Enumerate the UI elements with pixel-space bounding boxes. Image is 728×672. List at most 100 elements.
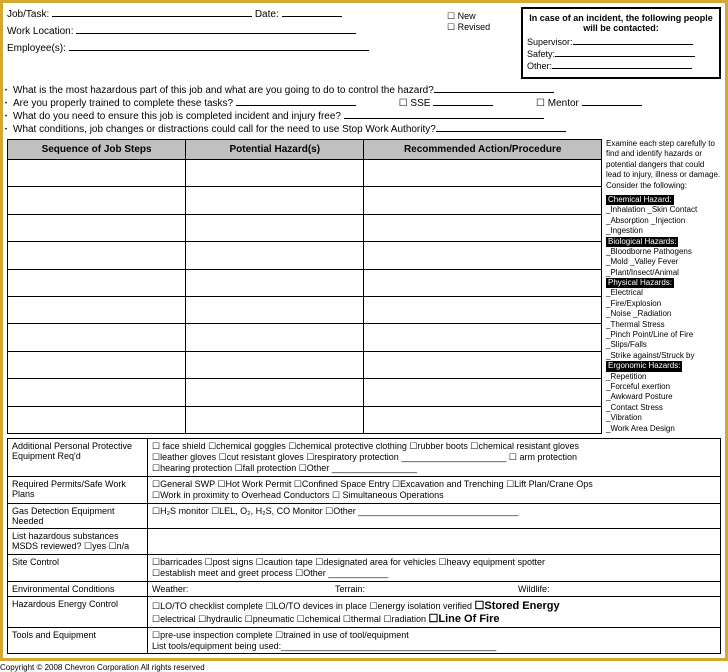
hec-line1a: ☐LO/TO checklist complete ☐LO/TO devices… — [152, 601, 475, 611]
gas-label: Gas Detection Equipment Needed — [8, 503, 148, 528]
ppe-row: Additional Personal Protective Equipment… — [8, 438, 721, 476]
bottom-table: Additional Personal Protective Equipment… — [7, 438, 721, 654]
q3-input[interactable] — [344, 118, 544, 119]
ergo-item: _Work Area Design — [606, 424, 721, 434]
site-line2: ☐establish meet and greet process ☐Other… — [152, 568, 716, 579]
q2-input[interactable] — [236, 105, 356, 106]
ppe-line1: ☐ face shield ☐chemical goggles ☐chemica… — [152, 441, 716, 452]
permits-row: Required Permits/Safe Work Plans ☐Genera… — [8, 476, 721, 503]
wildlife-label: Wildlife: — [518, 584, 550, 594]
q4-text: What conditions, job changes or distract… — [13, 124, 436, 135]
ergo-item: _Awkward Posture — [606, 392, 721, 402]
gas-row: Gas Detection Equipment Needed ☐H₂S moni… — [8, 503, 721, 528]
employees-label: Employee(s): — [7, 43, 66, 54]
new-revised-checks: ☐ New ☐ Revised — [447, 7, 517, 79]
col1-header: Sequence of Job Steps — [8, 140, 186, 160]
phys-item: _Thermal Stress — [606, 320, 721, 330]
form-page: Job/Task: Date: Work Location: Employee(… — [0, 0, 728, 661]
table-row[interactable] — [8, 351, 602, 378]
table-row[interactable] — [8, 214, 602, 241]
q1-input[interactable] — [434, 92, 554, 93]
ergo-item: _Forceful exertion — [606, 382, 721, 392]
phys-item: _Fire/Explosion — [606, 299, 721, 309]
col2-header: Potential Hazard(s) — [186, 140, 364, 160]
question-3: What do you need to ensure this job is c… — [7, 111, 721, 122]
phys-item: _Slips/Falls — [606, 340, 721, 350]
safety-line: Safety: — [527, 49, 715, 59]
table-row[interactable] — [8, 187, 602, 214]
table-row[interactable] — [8, 242, 602, 269]
header-section: Job/Task: Date: Work Location: Employee(… — [7, 7, 721, 79]
ergo-item: _Vibration — [606, 413, 721, 423]
bio-item: _Bloodborne Pathogens — [606, 247, 721, 257]
bio-head: Biological Hazards: — [606, 237, 678, 247]
table-row[interactable] — [8, 296, 602, 323]
sse-input[interactable] — [433, 105, 493, 106]
bio-item: _Mold _Valley Fever — [606, 257, 721, 267]
job-task-input[interactable] — [52, 16, 252, 17]
q1-text: What is the most hazardous part of this … — [13, 85, 434, 96]
job-task-label: Job/Task: — [7, 9, 49, 20]
table-row[interactable] — [8, 379, 602, 406]
ppe-line2: ☐leather gloves ☐cut resistant gloves ☐r… — [152, 452, 716, 463]
msds-label: List hazardous substances MSDS reviewed?… — [8, 528, 148, 554]
sse-checkbox[interactable]: ☐ SSE — [399, 98, 431, 109]
employees-line: Employee(s): — [7, 41, 443, 56]
supervisor-label: Supervisor: — [527, 37, 573, 47]
site-row: Site Control ☐barricades ☐post signs ☐ca… — [8, 554, 721, 581]
gas-content[interactable]: ☐H₂S monitor ☐LEL, O₂, H₂S, CO Monitor ☐… — [148, 503, 721, 528]
permits-line2: ☐Work in proximity to Overhead Conductor… — [152, 490, 716, 501]
site-line1: ☐barricades ☐post signs ☐caution tape ☐d… — [152, 557, 716, 568]
hec-line2a: ☐electrical ☐hydraulic ☐pneumatic ☐chemi… — [152, 614, 429, 624]
supervisor-input[interactable] — [573, 44, 693, 45]
hec-content[interactable]: ☐LO/TO checklist complete ☐LO/TO devices… — [148, 596, 721, 627]
table-row[interactable] — [8, 406, 602, 433]
site-content[interactable]: ☐barricades ☐post signs ☐caution tape ☐d… — [148, 554, 721, 581]
job-task-line: Job/Task: Date: — [7, 7, 443, 22]
q4-input[interactable] — [436, 131, 566, 132]
chem-head: Chemical Hazard: — [606, 195, 674, 205]
work-location-input[interactable] — [76, 33, 356, 34]
other-input[interactable] — [552, 68, 692, 69]
work-location-label: Work Location: — [7, 26, 74, 37]
hazard-panel: Examine each step carefully to find and … — [606, 139, 721, 434]
chem-item: _Inhalation _Skin Contact — [606, 205, 721, 215]
ergo-item: _Repetition — [606, 372, 721, 382]
q3-text: What do you need to ensure this job is c… — [13, 111, 341, 122]
safety-input[interactable] — [555, 56, 695, 57]
hec-row: Hazardous Energy Control ☐LO/TO checklis… — [8, 596, 721, 627]
env-row: Environmental Conditions Weather: Terrai… — [8, 581, 721, 596]
line-of-fire-check[interactable]: ☐Line Of Fire — [429, 613, 500, 625]
contact-box: In case of an incident, the following pe… — [521, 7, 721, 79]
q2-text: Are you properly trained to complete the… — [13, 98, 233, 109]
msds-content[interactable] — [148, 528, 721, 554]
msds-row: List hazardous substances MSDS reviewed?… — [8, 528, 721, 554]
env-content[interactable]: Weather: Terrain: Wildlife: — [148, 581, 721, 596]
hec-label: Hazardous Energy Control — [8, 596, 148, 627]
table-row[interactable] — [8, 324, 602, 351]
table-row[interactable] — [8, 269, 602, 296]
copyright: Copyright © 2008 Chevron Corporation All… — [0, 663, 728, 672]
new-checkbox[interactable]: ☐ New — [447, 11, 517, 22]
job-steps-table: Sequence of Job Steps Potential Hazard(s… — [7, 139, 602, 434]
revised-checkbox[interactable]: ☐ Revised — [447, 22, 517, 33]
contact-title: In case of an incident, the following pe… — [527, 13, 715, 33]
mentor-checkbox[interactable]: ☐ Mentor — [536, 98, 579, 109]
other-line: Other: — [527, 61, 715, 71]
tools-line2: List tools/equipment being used:________… — [152, 641, 716, 651]
phys-item: _Strike against/Struck by — [606, 351, 721, 361]
ppe-content[interactable]: ☐ face shield ☐chemical goggles ☐chemica… — [148, 438, 721, 476]
permits-label: Required Permits/Safe Work Plans — [8, 476, 148, 503]
mentor-input[interactable] — [582, 105, 642, 106]
employees-input[interactable] — [69, 50, 369, 51]
date-label: Date: — [255, 9, 279, 20]
tools-label: Tools and Equipment — [8, 627, 148, 653]
hazard-intro: Examine each step carefully to find and … — [606, 139, 721, 191]
permits-content[interactable]: ☐General SWP ☐Hot Work Permit ☐Confined … — [148, 476, 721, 503]
bio-item: _Plant/Insect/Animal — [606, 268, 721, 278]
ergo-head: Ergonomic Hazards: — [606, 361, 682, 371]
table-row[interactable] — [8, 160, 602, 187]
stored-energy-check[interactable]: ☐Stored Energy — [475, 600, 560, 612]
date-input[interactable] — [282, 16, 342, 17]
tools-content[interactable]: ☐pre-use inspection complete ☐trained in… — [148, 627, 721, 653]
